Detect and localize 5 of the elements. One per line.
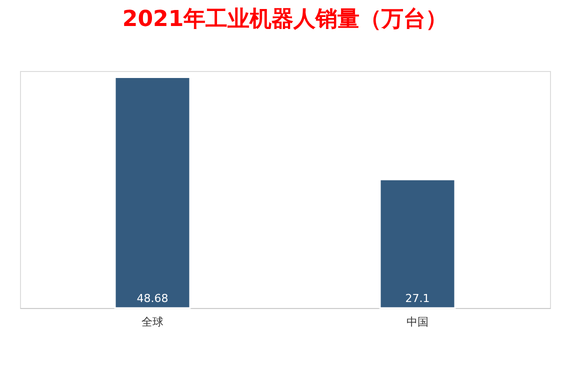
x-tick-label: 全球 [142,316,164,328]
data-label: 27.1 [405,292,430,305]
x-tick-label: 中国 [406,316,428,328]
data-label: 48.68 [136,292,168,305]
chart-title: 2021年工业机器人销量（万台） [122,7,448,32]
